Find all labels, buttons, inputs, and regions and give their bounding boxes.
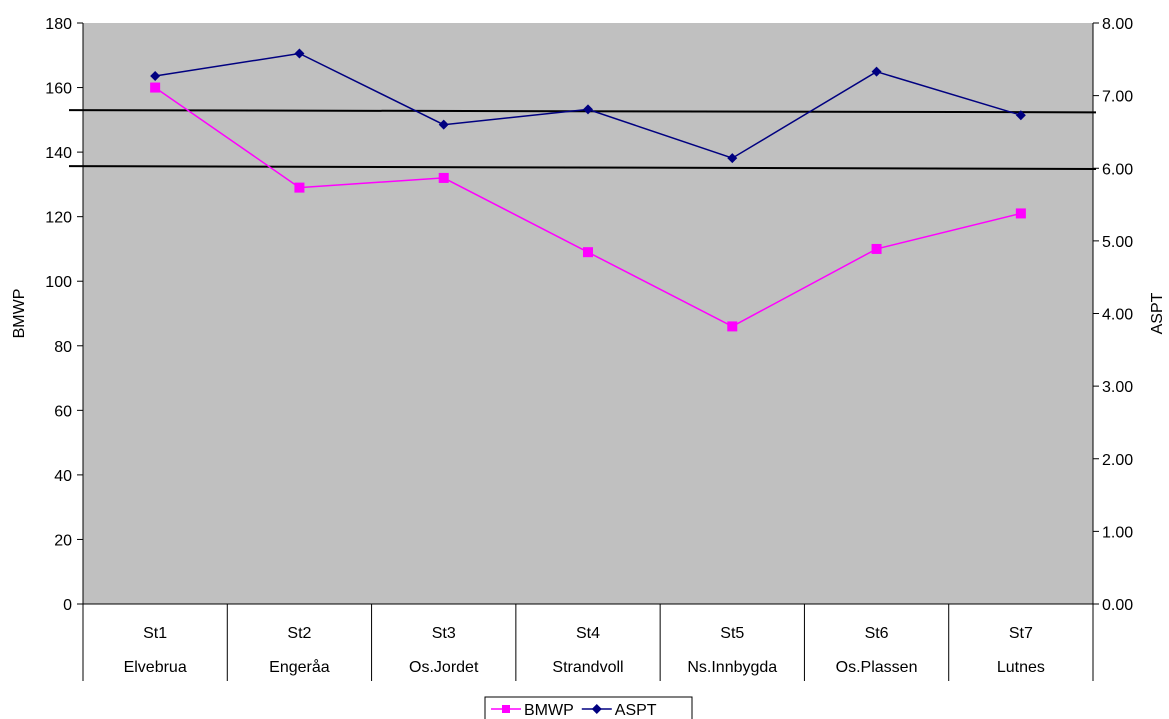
category-label: St3: [432, 625, 456, 642]
data-point-aspt: [1015, 110, 1026, 121]
category-label: St6: [865, 625, 889, 642]
category-table: St1 Elvebrua St2 Engeråa St3 Os.Jordet St4 Stra…: [82, 604, 1094, 681]
y-right-tick-label: 0.00: [1102, 597, 1133, 614]
category-sublabel: Strandvoll: [552, 659, 623, 676]
legend-marker-aspt: [591, 704, 602, 714]
data-point-bmwp: [1015, 208, 1026, 219]
data-point-bmwp: [583, 247, 593, 258]
y-left-tick-label: 0: [63, 597, 72, 614]
data-point-bmwp: [871, 243, 882, 254]
y-left-tick-label: 100: [45, 274, 72, 291]
legend: BMWP ASPT: [484, 696, 693, 719]
legend-label-bmwp: BMWP: [524, 702, 574, 719]
reference-line-1: [68, 109, 1097, 114]
y-left-tick-label: 140: [45, 145, 72, 162]
reference-lines: [68, 109, 1097, 170]
y-axis-left-title: BMWP: [11, 289, 28, 339]
data-point-aspt: [294, 48, 305, 59]
legend-marker-bmwp: [502, 705, 510, 713]
y-right-tick-label: 8.00: [1102, 16, 1133, 33]
plot-area: [83, 23, 1093, 604]
data-point-aspt: [583, 104, 593, 115]
y-right-tick-label: 6.00: [1102, 161, 1133, 178]
data-point-bmwp: [294, 182, 305, 193]
category-sublabel: Os.Plassen: [836, 659, 918, 676]
data-point-bmwp: [438, 172, 449, 183]
y-right-tick-label: 4.00: [1102, 307, 1133, 324]
y-left-tick-label: 160: [45, 81, 72, 98]
data-point-aspt: [438, 119, 449, 130]
legend-label-aspt: ASPT: [615, 702, 657, 719]
category-label: St1: [143, 625, 167, 642]
legend-box: [484, 696, 693, 719]
y-right-tick-label: 2.00: [1102, 452, 1133, 469]
y-left-tick-label: 80: [54, 339, 72, 356]
y-axis-right-title: ASPT: [1149, 292, 1166, 334]
y-left-tick-label: 40: [54, 468, 72, 485]
series-markers: [150, 48, 1026, 332]
y-left-tick-label: 120: [45, 210, 72, 227]
y-right-tick-label: 3.00: [1102, 379, 1133, 396]
y-right-tick-label: 5.00: [1102, 234, 1133, 251]
y-left-tick-label: 60: [54, 403, 72, 420]
data-point-bmwp: [150, 82, 161, 93]
data-point-aspt: [150, 71, 161, 82]
category-sublabel: Elvebrua: [124, 659, 187, 676]
left-axis-ticks: 0 20 40 60 80 100 120 140 160 180: [45, 16, 83, 614]
reference-line-2: [68, 165, 1097, 170]
category-label: St5: [720, 625, 744, 642]
category-sublabel: Ns.Innbygda: [687, 659, 777, 676]
y-left-tick-label: 180: [45, 16, 72, 33]
data-point-bmwp: [727, 321, 738, 332]
category-label: St2: [287, 625, 311, 642]
data-point-aspt: [727, 153, 738, 164]
y-left-tick-label: 20: [54, 532, 72, 549]
category-label: St4: [576, 625, 600, 642]
right-axis-ticks: 0.00 1.00 2.00 3.00 4.00 5.00 6.00 7.00 8.00: [1093, 16, 1133, 614]
category-sublabel: Lutnes: [997, 659, 1045, 676]
category-label: St7: [1009, 625, 1033, 642]
y-right-tick-label: 7.00: [1102, 89, 1133, 106]
category-sublabel: Engeråa: [269, 658, 330, 676]
category-sublabel: Os.Jordet: [409, 659, 479, 676]
y-right-tick-label: 1.00: [1102, 524, 1133, 541]
data-point-aspt: [871, 66, 882, 77]
